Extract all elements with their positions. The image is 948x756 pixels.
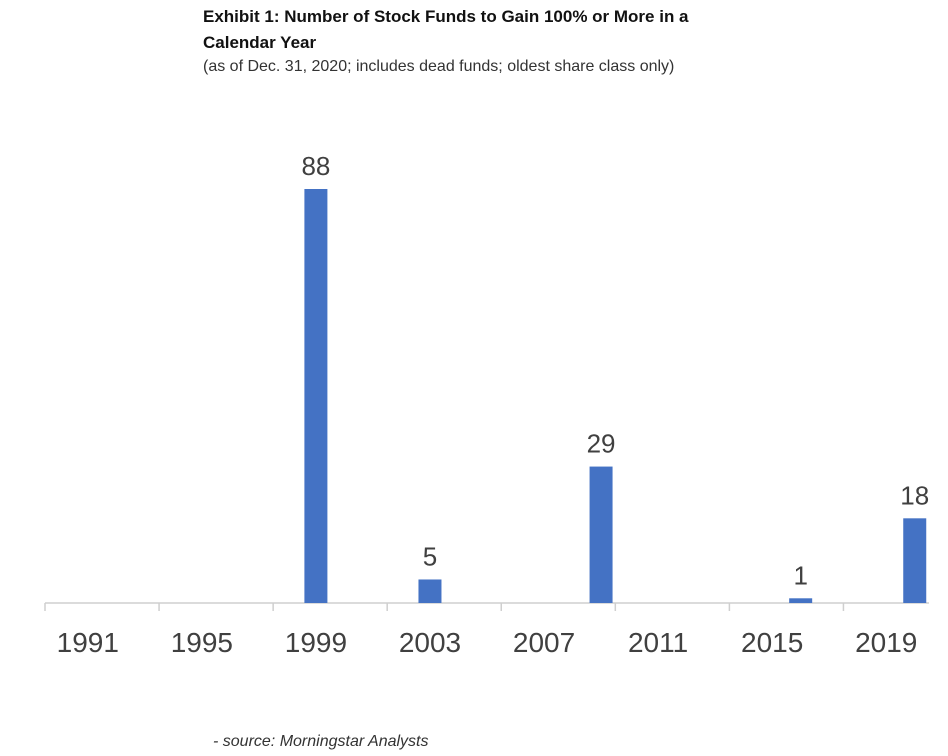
bar-value-label: 5 [423,541,437,571]
x-tick-label: 2015 [741,627,803,658]
bar [589,466,613,603]
bar [304,189,328,603]
x-axis: 1991 1995 1999 2003 2007 2011 2015 2019 [44,602,929,658]
x-tick-label: 1995 [171,627,233,658]
x-tick-label: 2019 [855,627,917,658]
bar-value-label: 18 [900,480,929,510]
bar-value-label: 29 [587,429,616,459]
x-tick-label: 2011 [628,627,688,658]
bar [418,579,442,603]
bar-value-label: 88 [301,151,330,181]
bar-chart: 1991 1995 1999 2003 2007 2011 2015 2019 88 5 29 1 1… [44,151,929,658]
chart-subtitle: (as of Dec. 31, 2020; includes dead fund… [203,58,675,75]
bar [903,518,927,603]
x-tick-label: 2007 [513,627,575,658]
x-tick-label: 2003 [399,627,461,658]
bar-value-label: 1 [793,560,807,590]
bar [789,598,813,603]
source-note: - source: Morningstar Analysts [213,733,429,750]
x-tick-label: 1991 [57,627,119,658]
bars: 88 5 29 1 18 [301,151,929,603]
x-tick-label: 1999 [285,627,347,658]
chart-title: Exhibit 1: Number of Stock Funds to Gain… [203,7,689,52]
